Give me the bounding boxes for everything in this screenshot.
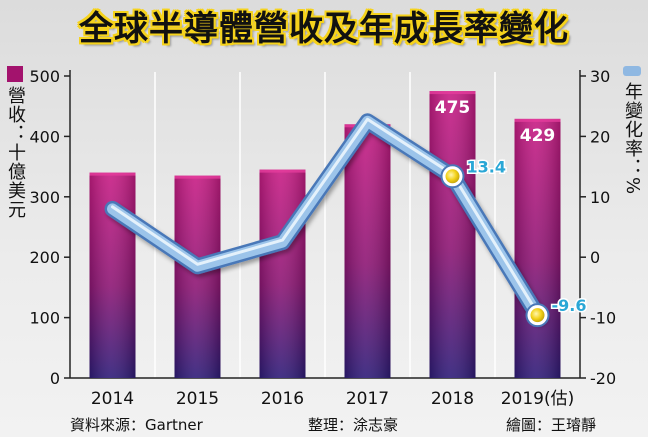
editor-credit: 整理：涂志豪 [308,416,399,434]
right-tick-label: 10 [590,188,610,207]
left-tick-label: 0 [50,369,60,388]
bar-shading [514,118,561,378]
line-value-label: -9.6 [552,296,587,315]
left-tick-label: 500 [29,67,60,86]
right-tick-label: -20 [590,369,616,388]
x-tick-label: 2017 [346,389,389,409]
x-tick-label: 2014 [91,389,134,409]
line-highlight [111,117,539,315]
bar-shading [174,175,221,378]
bar-top-edge [174,175,221,179]
right-tick-label: 0 [590,248,600,267]
left-tick-label: 400 [29,127,60,146]
bar-top-edge [514,118,561,122]
right-tick-label: -10 [590,309,616,328]
right-axis-legend: 年變化率：% [620,66,644,195]
x-tick-label: 2019(估) [501,389,575,409]
bar-shading [259,169,306,378]
bar-top-edge [259,169,306,173]
left-tick-label: 200 [29,248,60,267]
left-axis-title: 營收：十億美元 [5,86,26,219]
bar-value-label: 429 [520,126,556,146]
left-axis-legend: 營收：十億美元 [4,66,26,219]
point-marker [445,169,460,184]
x-tick-label: 2016 [261,389,304,409]
left-tick-label: 300 [29,188,60,207]
bar-shading [344,124,391,378]
right-tick-label: 20 [590,127,610,146]
bar-value-label: 475 [435,98,471,118]
point-marker [530,308,545,323]
left-tick-label: 100 [29,309,60,328]
source-note: 資料來源：Gartner [70,416,203,434]
x-tick-label: 2015 [176,389,219,409]
artist-credit: 繪圖：王璿靜 [506,416,597,434]
bar-shading [429,91,476,378]
bar-top-edge [89,172,136,176]
bar-legend-swatch [7,66,23,82]
right-axis-title: 年變化率：% [622,82,643,196]
footer: 資料來源：Gartner 整理：涂志豪 繪圖：王璿靜 [0,412,648,437]
bar-top-edge [429,91,476,95]
x-tick-label: 2018 [431,389,474,409]
right-tick-label: 30 [590,67,610,86]
line-legend-swatch [623,66,641,76]
title-bar: 全球半導體營收及年成長率變化 [0,0,648,50]
chart-title: 全球半導體營收及年成長率變化 [79,8,569,49]
line-value-label: 13.4 [467,157,506,176]
